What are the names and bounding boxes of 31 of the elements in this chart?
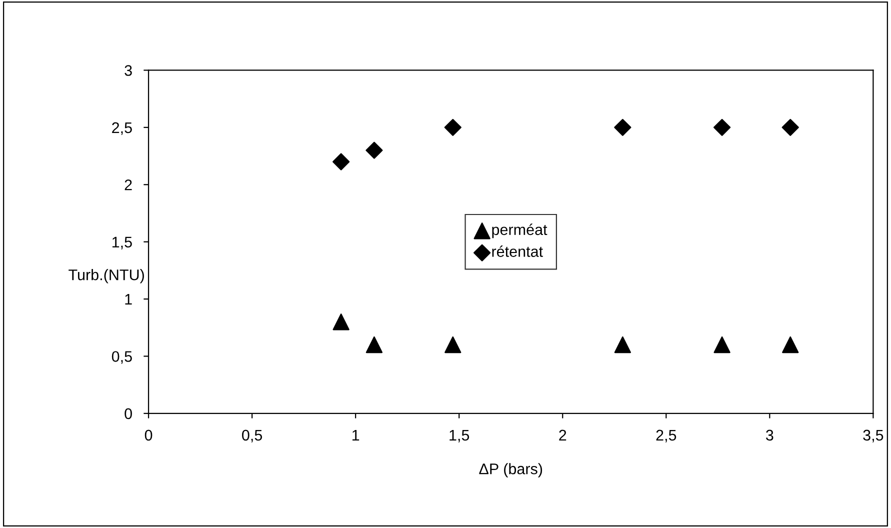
x-tick-label: 0,5: [242, 430, 262, 442]
point: [332, 314, 350, 330]
point: [614, 118, 632, 136]
x-tick-label: 3,5: [863, 430, 884, 442]
y-tick-label: 0: [124, 408, 132, 420]
x-tick-label: 1: [352, 430, 360, 440]
y-tick-label: 0,5: [112, 351, 132, 364]
point: [444, 118, 462, 136]
point: [782, 118, 799, 136]
point: [713, 118, 731, 136]
x-tick-label: 1,5: [450, 430, 470, 442]
legend-label: rétentat: [492, 246, 543, 257]
x-tick-label: 2,5: [656, 430, 676, 442]
point: [714, 336, 730, 354]
x-tick-label: 2: [559, 430, 566, 440]
point: [332, 153, 350, 170]
y-axis-title: Turb.(NTU): [68, 269, 144, 284]
y-tick-label: 1,5: [112, 236, 132, 250]
y-tick-label: 1: [125, 294, 132, 305]
point: [366, 142, 383, 159]
x-tick-label: 0: [144, 430, 152, 441]
y-tick-label: 3: [124, 65, 132, 76]
point: [366, 336, 383, 354]
point: [444, 336, 462, 354]
point: [782, 336, 799, 354]
x-axis-title: ΔP (bars): [479, 463, 542, 478]
y-tick-label: 2: [124, 179, 132, 190]
legend-label: perméat: [492, 224, 548, 238]
point: [614, 336, 631, 354]
x-tick-label: 3: [766, 430, 774, 441]
y-tick-label: 2,5: [112, 122, 132, 135]
